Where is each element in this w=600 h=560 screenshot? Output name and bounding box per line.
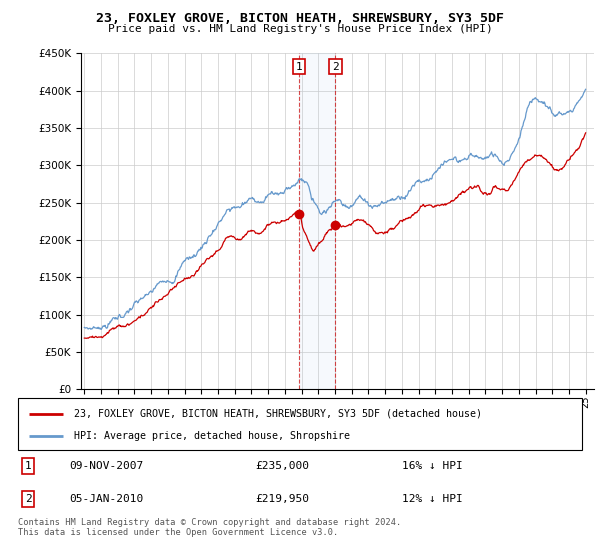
Text: 2: 2 — [25, 494, 32, 504]
Text: 2: 2 — [332, 62, 339, 72]
Text: 23, FOXLEY GROVE, BICTON HEATH, SHREWSBURY, SY3 5DF: 23, FOXLEY GROVE, BICTON HEATH, SHREWSBU… — [96, 12, 504, 25]
Text: £219,950: £219,950 — [255, 494, 309, 504]
Text: Price paid vs. HM Land Registry's House Price Index (HPI): Price paid vs. HM Land Registry's House … — [107, 24, 493, 34]
Text: 12% ↓ HPI: 12% ↓ HPI — [401, 494, 462, 504]
Text: 1: 1 — [25, 461, 32, 471]
Text: 05-JAN-2010: 05-JAN-2010 — [69, 494, 143, 504]
Text: £235,000: £235,000 — [255, 461, 309, 471]
Text: 09-NOV-2007: 09-NOV-2007 — [69, 461, 143, 471]
Text: 1: 1 — [296, 62, 302, 72]
Text: HPI: Average price, detached house, Shropshire: HPI: Average price, detached house, Shro… — [74, 431, 350, 441]
Text: Contains HM Land Registry data © Crown copyright and database right 2024.
This d: Contains HM Land Registry data © Crown c… — [18, 518, 401, 538]
Bar — [299, 53, 335, 389]
Text: 16% ↓ HPI: 16% ↓ HPI — [401, 461, 462, 471]
Text: 23, FOXLEY GROVE, BICTON HEATH, SHREWSBURY, SY3 5DF (detached house): 23, FOXLEY GROVE, BICTON HEATH, SHREWSBU… — [74, 409, 482, 419]
